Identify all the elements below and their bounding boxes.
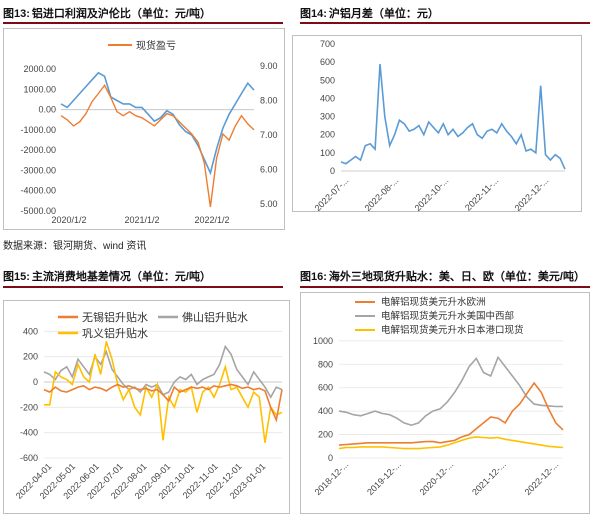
chart-16-y-tick-label: 1000 [313,336,333,346]
chart-14-x-tick-label: 2022-11-... [463,175,500,211]
chart-14-y-tick-label: 100 [320,148,335,158]
chart-16-y-tick-label: 400 [318,406,333,416]
figure-15-title: 主流消费地基差情况（单位：元/吨） [31,271,211,283]
figure-14-header: 图14: 沪铝月差（单位：元） [300,3,439,23]
figure-16-rule [300,286,590,288]
chart-13-series-profit-line [60,83,255,207]
chart-13-y-right-tick-label: 7.00 [260,130,278,140]
chart-14-y-tick-label: 200 [320,130,335,140]
chart-15-legend-label: 无锡铝升贴水 [82,310,148,324]
chart-13-y-left-tick-label: -4000.00 [20,186,56,196]
chart-13-x-tick-label: 2021/1/2 [124,215,159,225]
chart-15-y-tick-label: 200 [23,352,38,362]
chart-13-y-left-tick-label: 2000.00 [23,64,56,74]
chart-16-legend-label: 电解铝现货美元升水欧洲 [381,296,486,308]
chart-15-series-line-2 [44,341,283,443]
figure-14-label: 图14: [300,8,327,20]
chart-13-y-left-tick-label: -2000.00 [20,145,56,155]
chart-15-panel: 400 200 0 -200 -400 -600 2022-04-01 2022-05-01 2… [3,300,290,514]
chart-16-legend-label: 电解铝现货美元升水日本港口现货 [381,324,524,336]
figure-13-title: 铝进口利润及沪伦比（单位：元/吨） [31,8,211,20]
chart-16-x-tick-label: 2019-12-... [365,459,403,497]
chart-16-x-tick-label: 2018-12-... [313,459,351,497]
chart-15-series-line-0 [43,383,283,423]
chart-14-y-tick-label: 400 [320,93,335,103]
chart-13-legend-label: 现货盈亏 [136,39,176,52]
chart-16-series-line-0 [338,381,564,446]
chart-13-y-right-tick-label: 8.00 [260,95,278,105]
chart-14-panel: 700 600 500 400 300 200 100 0 2022-07-... 2022-08… [292,35,582,212]
chart-13-x-tick-label: 2022/1/2 [194,215,229,225]
chart-13-panel: 2000.00 1000.00 0.00 -1000.00 -2000.00 -3000.… [3,28,285,230]
chart-15-y-tick-label: 400 [23,326,38,336]
chart-16-panel: 1000 800 600 400 200 0 2018-12-... 2019-12-... 2… [300,292,590,514]
figure-15-header: 图15: 主流消费地基差情况（单位：元/吨） [3,266,211,286]
chart-13-y-left-tick-label: 0.00 [38,105,56,115]
chart-13-x-tick-label: 2020/1/2 [51,215,86,225]
chart-16-y-tick-label: 0 [328,453,333,463]
chart-14-y-tick-label: 600 [320,57,335,67]
chart-13-y-right-tick-label: 9.00 [260,61,278,71]
chart-16-x-tick-label: 2021-12-... [470,459,508,497]
chart-15-y-tick-label: -600 [20,453,38,463]
chart-15-y-tick-label: -200 [20,402,38,412]
chart-14-x-tick-label: 2022-07-... [313,175,351,211]
chart-16-x-tick-label: 2022-12-... [523,459,561,497]
figure-13-header: 图13: 铝进口利润及沪伦比（单位：元/吨） [3,3,211,23]
figure-13-label: 图13: [3,8,30,20]
chart-13-y-left-tick-label: -3000.00 [20,165,56,175]
chart-16-y-tick-label: 200 [318,430,333,440]
chart-15-svg: 4002000-200-400-6002022-04-012022-05-012… [14,310,283,501]
figure-14-rule [300,22,590,24]
figure-16-title: 海外三地现货升贴水：美、日、欧（单位：美元/吨） [328,271,585,283]
chart-15-y-tick-label: 0 [33,377,38,387]
figure-15-label: 图15: [3,271,30,283]
chart-14-series-line [340,63,566,170]
chart-13-y-left-tick-label: 1000.00 [23,84,56,94]
chart-13-y-right-tick-label: 5.00 [260,199,278,209]
chart-15-series-line-1 [43,344,283,399]
chart-16-x-tick-label: 2020-12-... [418,459,456,497]
chart-16-y-tick-label: 800 [318,359,333,369]
chart-13-y-left-tick-label: -1000.00 [20,125,56,135]
chart-16-series-line-2 [338,436,564,450]
chart-16-legend-label: 电解铝现货美元升水美国中西部 [381,310,514,322]
source-note: 数据来源：银河期货、wind 资讯 [3,241,147,252]
chart-13-y-left-tick-label: -5000.00 [20,206,56,216]
chart-13-y-right-tick-label: 6.00 [260,165,278,175]
chart-15-legend-label: 巩义铝升贴水 [82,326,148,340]
chart-14-y-tick-label: 700 [320,39,335,49]
chart-14-x-tick-label: 2022-08-... [363,175,401,211]
figure-13-rule [3,22,283,24]
chart-14-x-tick-label: 2022-12-... [513,175,551,211]
figure-14-title: 沪铝月差（单位：元） [328,8,439,20]
chart-14-y-tick-label: 300 [320,112,335,122]
figure-16-label: 图16: [300,271,327,283]
chart-13-svg: 2000.00 1000.00 0.00 -1000.00 -2000.00 -3000.… [20,39,278,225]
chart-15-legend-label: 佛山铝升贴水 [182,310,248,324]
chart-14-x-tick-label: 2022-10-... [413,175,451,211]
chart-16-y-tick-label: 600 [318,383,333,393]
chart-14-y-tick-label: 500 [320,75,335,85]
figure-15-rule [3,286,283,288]
chart-14-y-tick-label: 0 [330,166,335,176]
chart-13-series-ratio-line [60,71,255,176]
chart-15-y-tick-label: -400 [20,428,38,438]
figure-16-header: 图16: 海外三地现货升贴水：美、日、欧（单位：美元/吨） [300,266,585,286]
